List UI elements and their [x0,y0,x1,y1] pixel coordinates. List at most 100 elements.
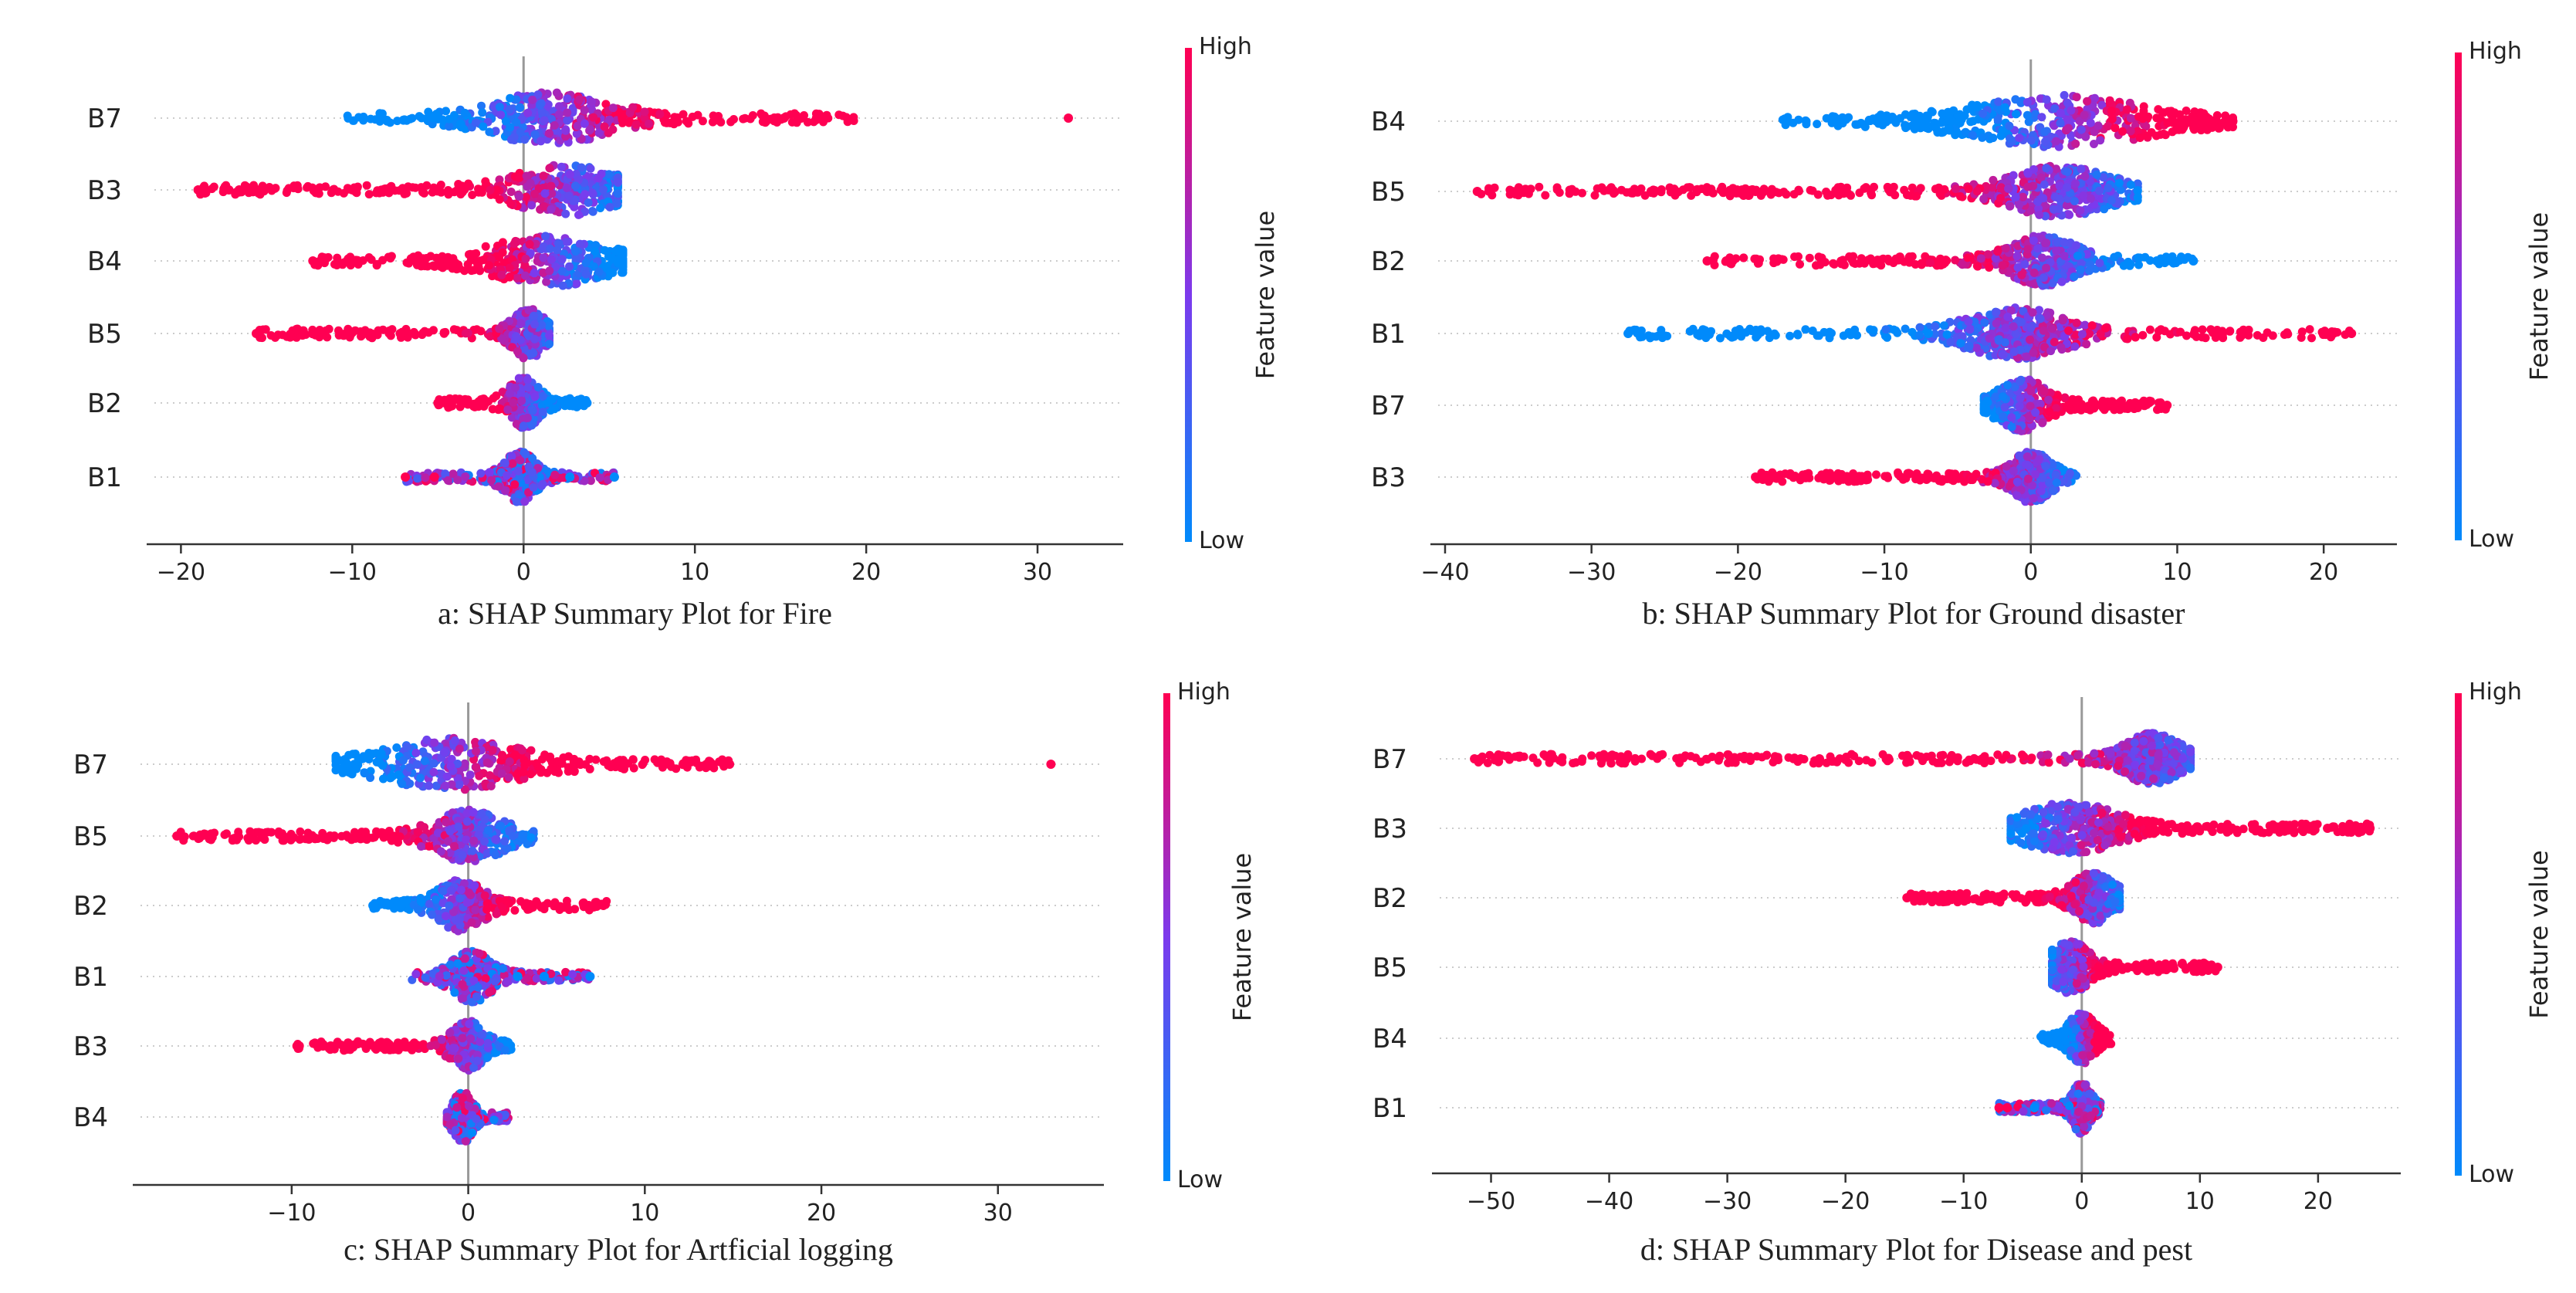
shap-dot [2028,308,2037,317]
shap-dot [538,391,547,401]
shap-dot [449,469,458,479]
shap-dot [1658,333,1667,343]
shap-dot [545,340,553,349]
shap-dot [1864,116,1874,125]
shap-dot [640,113,649,123]
shap-dot [766,114,775,124]
shap-dot [405,114,415,124]
shap-dot [1847,255,1857,264]
shap-dot [454,180,463,188]
shap-dot [1941,256,1951,265]
shap-dot [1828,112,1837,121]
shap-dot [1752,333,1761,342]
shap-dot [2126,127,2135,136]
outlier-dot [429,472,439,482]
shap-dot [2064,326,2073,335]
shap-dot [1915,330,1924,340]
shap-dot [472,325,482,334]
shap-dot [515,192,523,201]
shap-dot [562,183,571,192]
shap-dot [581,207,590,216]
shap-dot [505,272,514,282]
shap-dot [599,185,608,195]
shap-dot [478,108,487,117]
shap-dot [580,119,589,128]
shap-dot [2107,196,2116,205]
shap-dot [1505,185,1515,195]
shap-dot [1935,183,1944,192]
shap-dot [1996,183,2006,192]
shap-dot [684,119,693,128]
shap-dot [2056,119,2065,127]
shap-dot [537,320,547,330]
shap-dot [2006,134,2015,143]
shap-dot [550,121,559,130]
outlier-dot [1847,329,1857,338]
shap-dot [1965,325,1975,334]
shap-dot [444,402,453,411]
shap-dot [456,119,465,128]
shap-dot [2111,124,2120,133]
shap-dot [442,107,450,116]
shap-dot [1994,336,2003,345]
shap-dot [2176,327,2185,337]
shap-dot [2152,333,2161,342]
shap-dot [2307,333,2316,343]
outlier-dot [433,398,443,408]
shap-dot [512,118,521,127]
shap-dot [2026,323,2036,333]
shap-dot [477,101,486,110]
shap-dot [1843,189,1853,198]
shap-dot [698,117,707,126]
x-tick-label: −10 [328,559,377,586]
shap-dot [471,400,480,409]
shap-dot [581,259,591,267]
shap-dot [2063,183,2072,192]
shap-dot [364,190,374,199]
shap-dot [507,413,516,422]
shap-dot [561,209,570,218]
shap-dot [2090,140,2098,148]
shap-dot [1992,307,2001,316]
shap-dot [303,181,313,191]
shap-dot [1991,392,2000,401]
shap-dot [2070,272,2079,282]
shap-dot [541,232,550,241]
shap-dot [510,480,520,489]
shap-dot [2070,197,2079,205]
shap-dot [2073,401,2083,411]
beeswarm-b5 [252,305,553,363]
shap-dot [261,325,270,334]
shap-dot [1731,254,1741,263]
shap-dot [495,324,504,333]
shap-dot [539,171,548,181]
shap-dot [2202,125,2212,134]
shap-dot [381,115,389,124]
shap-dot [1521,184,1530,194]
shap-dot [640,107,649,117]
shap-dot [533,90,543,100]
shap-dot [485,261,494,270]
shap-dot [645,119,653,128]
colorbar-title: Feature value [1251,211,1280,380]
shap-dot [501,117,510,126]
shap-dot [544,129,553,138]
shap-dot [344,324,353,333]
shap-dot [511,383,520,392]
feature-label-b3: B3 [1371,462,1406,493]
shap-dot [1739,253,1748,262]
shap-dot [408,183,417,192]
shap-dot [543,321,553,330]
shap-dot [1900,185,1909,195]
shap-dot [577,163,586,172]
shap-dot [208,184,216,194]
shap-dot [520,271,530,280]
shap-dot [2039,180,2049,189]
shap-dot [2002,381,2012,390]
shap-dot [2000,403,2009,412]
shap-dot [838,111,848,120]
shap-dot [473,257,482,266]
shap-dot [2118,127,2127,136]
shap-dot [1979,195,1989,204]
